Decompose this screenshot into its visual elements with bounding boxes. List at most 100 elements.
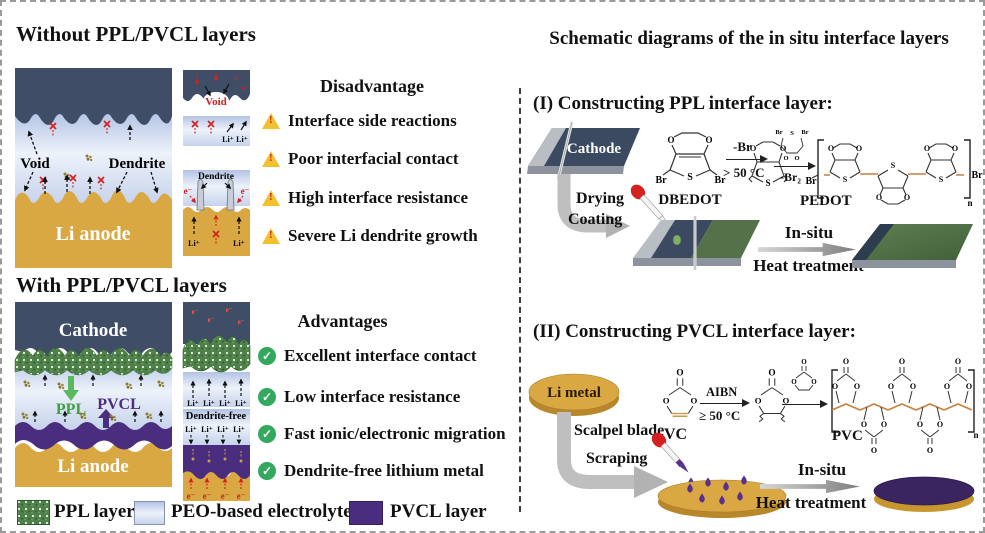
oxygen-atom: O — [917, 420, 923, 429]
sulfur-atom: S — [765, 178, 770, 188]
bonds — [835, 367, 969, 444]
scraping-label: Scraping — [586, 450, 648, 467]
sulfur-atom: S — [790, 130, 794, 137]
inset-marks — [189, 182, 244, 245]
pvcl-layer-band — [15, 422, 172, 450]
slab-coated-green — [691, 220, 760, 258]
reaction2-condition-bottom: -Br₂ — [780, 170, 801, 184]
without-title: Without PPL/PVCL layers — [16, 22, 256, 46]
reaction-arrow-1 — [726, 155, 768, 164]
oxygen-atom: O — [881, 420, 887, 429]
ppl-arrow — [63, 376, 79, 401]
advantage-text: Fast ionic/electronic migration — [284, 424, 506, 443]
oxygen-atom: O — [755, 395, 762, 405]
ppl-label: PPL — [56, 401, 86, 418]
polymer-brackets — [831, 369, 975, 433]
advantage-item: Excellent interface contact — [258, 346, 477, 366]
insitu-label-2: In-situ — [797, 460, 847, 479]
advantage-item: Low interface resistance — [258, 387, 460, 407]
li-ion-label: Li⁺ — [236, 135, 248, 144]
li-ion-label: Li⁺ — [217, 425, 229, 434]
vc-structure: O O O — [663, 368, 697, 417]
bromine-atom: Br — [801, 129, 808, 136]
reaction-arrow-aibn — [700, 399, 750, 408]
li-anode-label: Li anode — [55, 223, 130, 245]
heat-treatment-label-1: Heat treatment — [753, 256, 864, 275]
inset-void-label: Void — [205, 96, 227, 108]
inset-marks — [191, 72, 247, 135]
anode-interface-marks — [21, 410, 164, 422]
cathode-slab-label: Cathode — [567, 141, 622, 157]
pvcl-label: PVCL — [97, 396, 141, 413]
bent-arrow-shaft — [557, 412, 636, 489]
electron-label: e⁻ — [241, 186, 250, 196]
electron-label: e⁻ — [242, 84, 249, 92]
dendrite-spike — [226, 179, 235, 211]
polymer-backbone — [831, 403, 973, 411]
heat-treatment-label-2: Heat treatment — [755, 493, 867, 512]
electron-label: e⁻ — [203, 491, 212, 501]
oxygen-atom: O — [676, 368, 683, 378]
check-icon — [258, 388, 276, 406]
electron-label: e⁻ — [192, 308, 199, 316]
vc-label: VC — [664, 426, 688, 443]
dbedot-small-structure: Br S Br O O — [775, 129, 808, 162]
legend-peo-label: PEO-based electrolyte — [171, 501, 352, 522]
aibn-label: AIBN — [706, 385, 738, 399]
slab-edge — [528, 128, 566, 166]
oxygen-atom: O — [690, 395, 697, 405]
li-anode-block — [15, 443, 172, 487]
oxygen-atom: O — [667, 135, 674, 145]
oxygen-atom: O — [966, 382, 972, 391]
bromine-atom: Br — [775, 129, 782, 136]
warning-icon — [262, 151, 280, 167]
ion-path-marks — [188, 449, 244, 489]
li-anode-block — [183, 207, 250, 256]
check-icon — [258, 462, 276, 480]
legend-ppl-label: PPL layer — [54, 501, 135, 522]
sulfur-atom: S — [843, 175, 848, 184]
check-icon — [258, 347, 276, 365]
oxygen-atom: O — [832, 382, 838, 391]
inset-dendrite-label: Dendrite — [198, 172, 234, 182]
electron-label: e⁻ — [184, 186, 193, 196]
bonds — [666, 378, 694, 417]
bonds — [748, 141, 788, 183]
void-label: Void — [20, 156, 50, 172]
oxygen-atom: O — [794, 155, 799, 162]
dendrite-spike — [196, 179, 205, 211]
disadvantage-text: Severe Li dendrite growth — [288, 226, 478, 245]
oxygen-atom: O — [843, 357, 849, 366]
advantage-text: Excellent interface contact — [284, 346, 477, 365]
heat-arrow-1 — [758, 242, 856, 257]
reaction-arrow-2 — [774, 162, 816, 171]
electron-label: e⁻ — [208, 316, 215, 324]
bromine-atom: Br — [714, 175, 726, 186]
cathode-block — [15, 68, 172, 125]
sulfur-atom: S — [939, 175, 944, 184]
dendrite-label: Dendrite — [109, 156, 166, 172]
with-inset-contact: e⁻ e⁻ e⁻ e⁻ Li⁺ Li⁺ Li⁺ Li⁺ — [182, 302, 251, 408]
oxygen-atom: O — [663, 395, 670, 405]
void-gap — [203, 92, 229, 110]
advantage-text: Low interface resistance — [284, 387, 461, 406]
oxygen-atom: O — [791, 378, 797, 386]
repeat-unit-n: n — [967, 198, 972, 208]
oxygen-atom: O — [750, 143, 757, 153]
with-main-diagram: Cathode PPL PVCL Li anode — [14, 302, 173, 487]
li-anode-label: Li anode — [57, 456, 128, 477]
advantage-item: Fast ionic/electronic migration — [258, 424, 506, 444]
reaction1-condition-top: -Br — [733, 139, 752, 154]
li-ion-label: Li⁺ — [233, 425, 245, 434]
disadvantage-item: Interface side reactions — [262, 111, 457, 131]
sulfur-atom: S — [891, 161, 896, 170]
electron-label: e⁻ — [238, 318, 245, 326]
disk-top — [528, 373, 620, 411]
li-metal-label: Li metal — [547, 385, 601, 401]
pvcl-arrow — [98, 409, 114, 428]
polymer-brackets — [817, 139, 971, 199]
slab-front-face — [527, 166, 624, 174]
li-flux-arrows — [42, 124, 133, 194]
pedot-label: PEDOT — [800, 193, 852, 209]
